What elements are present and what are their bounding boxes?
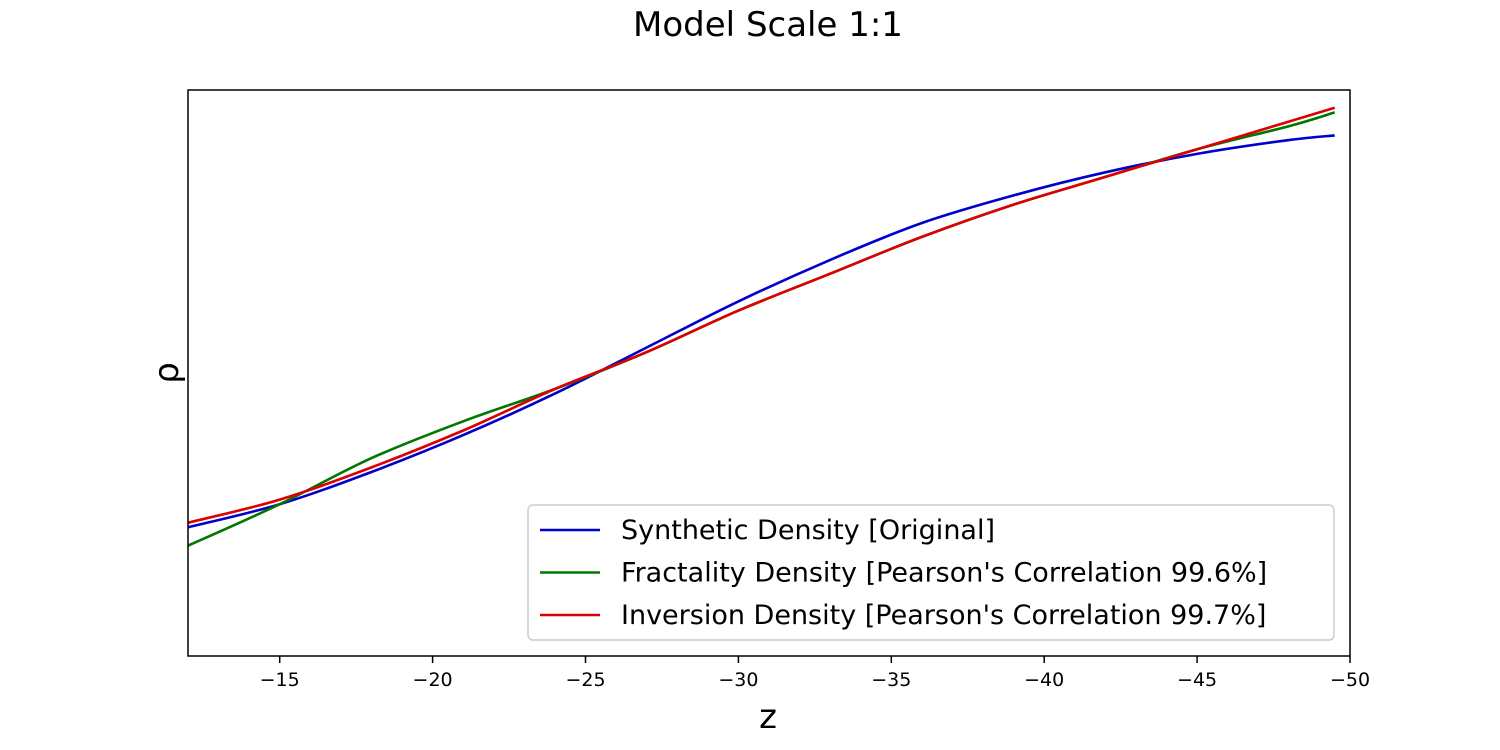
x-tick-label: −25: [565, 669, 605, 691]
x-tick-label: −30: [718, 669, 758, 691]
x-tick-label: −15: [260, 669, 300, 691]
x-axis-ticks: −15 −20 −25 −30 −35 −40 −45 −50: [260, 656, 1370, 691]
series-line-1: [187, 134, 1335, 529]
x-axis-label: z: [759, 697, 777, 737]
legend-box: [527, 504, 1335, 641]
series-line-2: [187, 111, 1336, 547]
legend-items: Synthetic Density [Original] Fractality D…: [540, 515, 1267, 631]
y-axis-label: ρ: [147, 362, 187, 384]
legend-label-1: Synthetic Density [Original]: [621, 515, 995, 546]
series-line-3: [187, 106, 1336, 524]
legend-label-3: Inversion Density [Pearson's Correlation…: [621, 600, 1266, 631]
x-tick-label: −35: [871, 669, 911, 691]
series-layer: [187, 106, 1336, 547]
legend-label-2: Fractality Density [Pearson's Correlatio…: [621, 558, 1267, 589]
x-tick-label: −45: [1177, 669, 1217, 691]
chart-title: Model Scale 1:1: [633, 5, 903, 45]
x-tick-label: −50: [1330, 669, 1370, 691]
plot-frame: [187, 89, 1351, 657]
x-tick-label: −20: [413, 669, 453, 691]
legend: Synthetic Density [Original] Fractality D…: [527, 504, 1335, 641]
x-tick-label: −40: [1024, 669, 1064, 691]
